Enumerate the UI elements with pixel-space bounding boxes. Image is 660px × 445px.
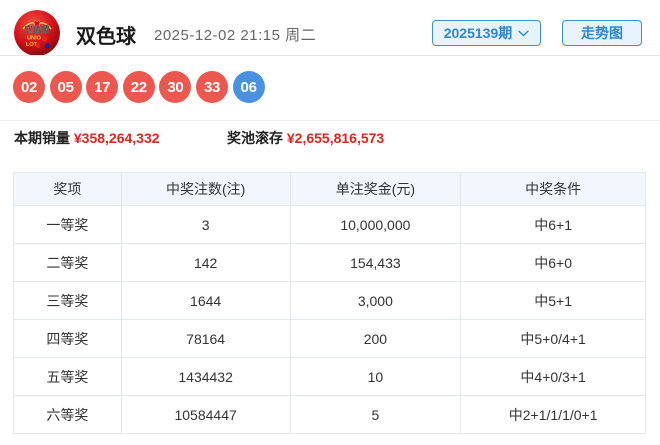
svg-text:双色球: 双色球 — [25, 24, 51, 34]
svg-text:UNIO: UNIO — [27, 36, 42, 42]
